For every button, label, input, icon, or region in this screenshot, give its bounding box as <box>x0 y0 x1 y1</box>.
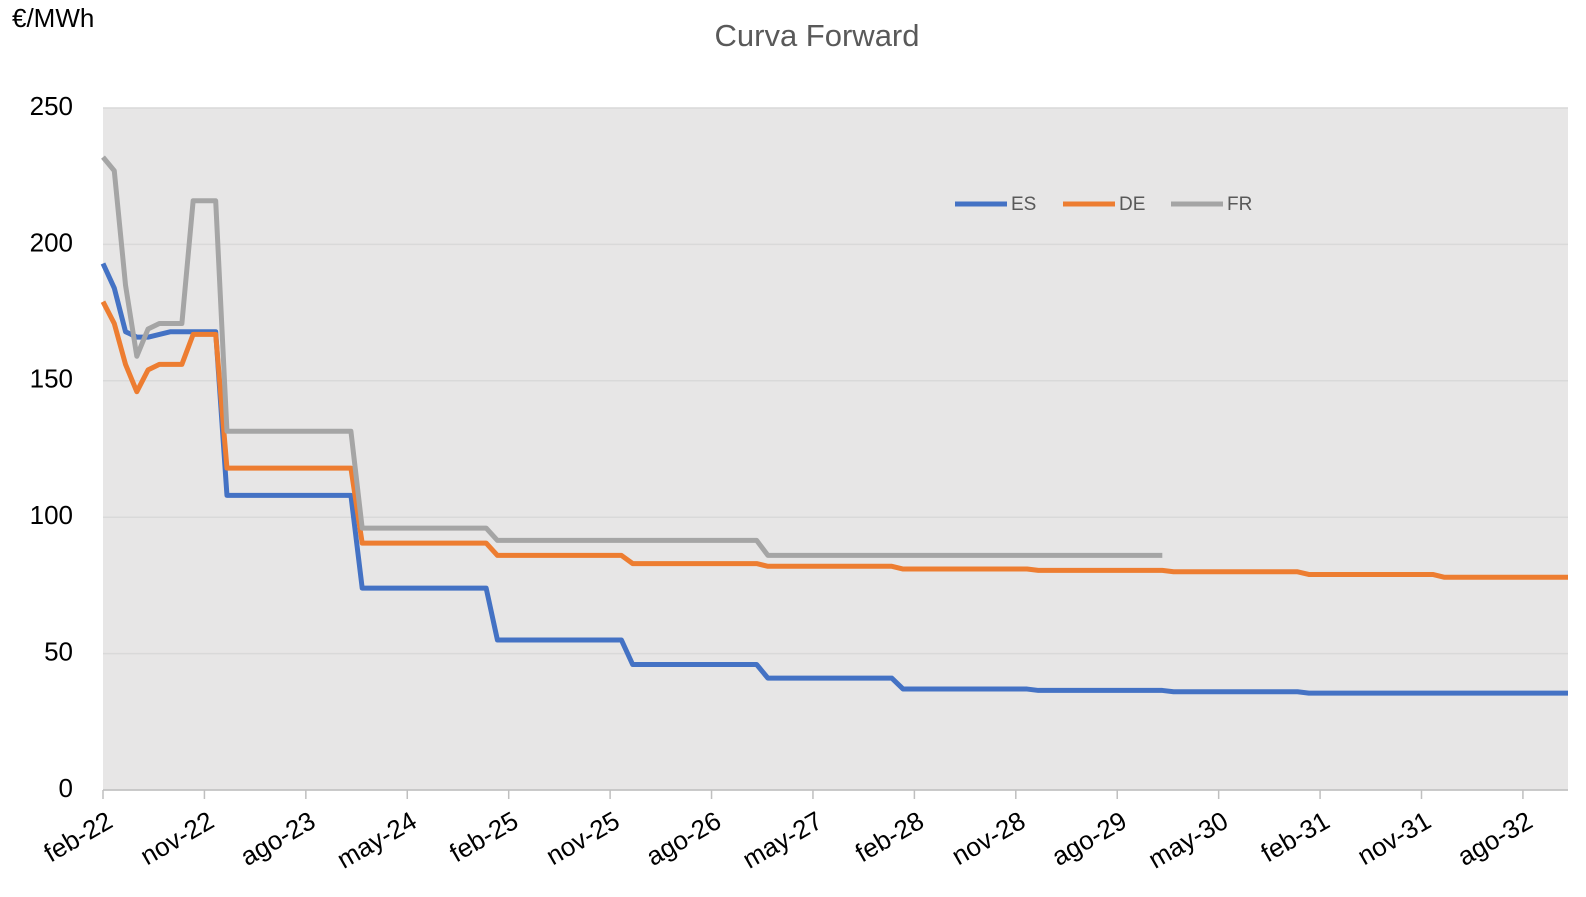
y-axis-label: €/MWh <box>12 3 94 33</box>
x-tick-label: feb-25 <box>444 805 523 868</box>
x-tick-label: ago-29 <box>1047 805 1132 871</box>
x-tick-label: nov-22 <box>135 805 219 871</box>
x-tick-label: feb-28 <box>850 805 929 868</box>
y-tick-label: 200 <box>30 227 73 257</box>
x-tick-label: ago-23 <box>235 805 320 871</box>
series-line <box>100 300 1568 580</box>
x-tick-label: nov-31 <box>1352 805 1436 871</box>
y-tick-label: 100 <box>30 500 73 530</box>
legend-label: ES <box>1011 194 1036 215</box>
x-tick-label: nov-28 <box>946 805 1030 871</box>
plot-area <box>103 108 1568 790</box>
x-tick-label: ago-32 <box>1452 805 1537 871</box>
y-tick-label: 50 <box>44 636 73 666</box>
x-tick-label: may-24 <box>332 805 422 874</box>
y-tick-label: 150 <box>30 364 73 394</box>
x-tick-label: feb-31 <box>1256 805 1335 868</box>
x-tick-label: may-30 <box>1143 805 1233 874</box>
y-tick-label: 250 <box>30 91 73 121</box>
chart-title: Curva Forward <box>715 18 920 53</box>
series-line <box>101 155 1163 558</box>
x-tick-label: may-27 <box>737 805 827 874</box>
x-tick-label: ago-26 <box>641 805 726 871</box>
y-tick-label: 0 <box>59 773 73 803</box>
legend-label: FR <box>1227 194 1252 215</box>
legend-label: DE <box>1119 194 1145 215</box>
x-tick-label: nov-25 <box>541 805 625 871</box>
x-tick-label: feb-22 <box>39 805 118 868</box>
series-line <box>100 262 1568 696</box>
